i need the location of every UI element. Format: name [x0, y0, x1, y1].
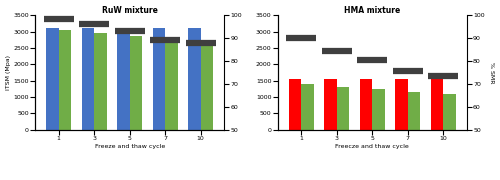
Bar — [130, 36, 142, 130]
Bar — [188, 28, 200, 130]
Bar — [94, 33, 106, 130]
X-axis label: Freecze and thaw cycle: Freecze and thaw cycle — [336, 144, 409, 149]
Bar — [46, 28, 58, 130]
Bar — [289, 79, 302, 130]
Title: HMA mixture: HMA mixture — [344, 6, 401, 15]
Bar — [444, 94, 456, 130]
Bar — [431, 79, 444, 130]
Bar — [302, 84, 314, 130]
Bar — [200, 46, 213, 130]
Bar — [324, 79, 337, 130]
Bar — [337, 87, 349, 130]
Bar — [153, 28, 165, 130]
Bar — [165, 41, 177, 130]
Bar — [408, 92, 420, 130]
Bar — [396, 79, 408, 130]
Bar — [372, 89, 385, 130]
Bar — [58, 30, 71, 130]
Bar — [118, 28, 130, 130]
Y-axis label: ITSM (Mpa): ITSM (Mpa) — [6, 55, 10, 90]
Title: RuW mixture: RuW mixture — [102, 6, 158, 15]
Bar — [360, 79, 372, 130]
Y-axis label: % SMR: % SMR — [490, 62, 494, 83]
X-axis label: Freeze and thaw cycle: Freeze and thaw cycle — [94, 144, 165, 149]
Bar — [82, 28, 94, 130]
